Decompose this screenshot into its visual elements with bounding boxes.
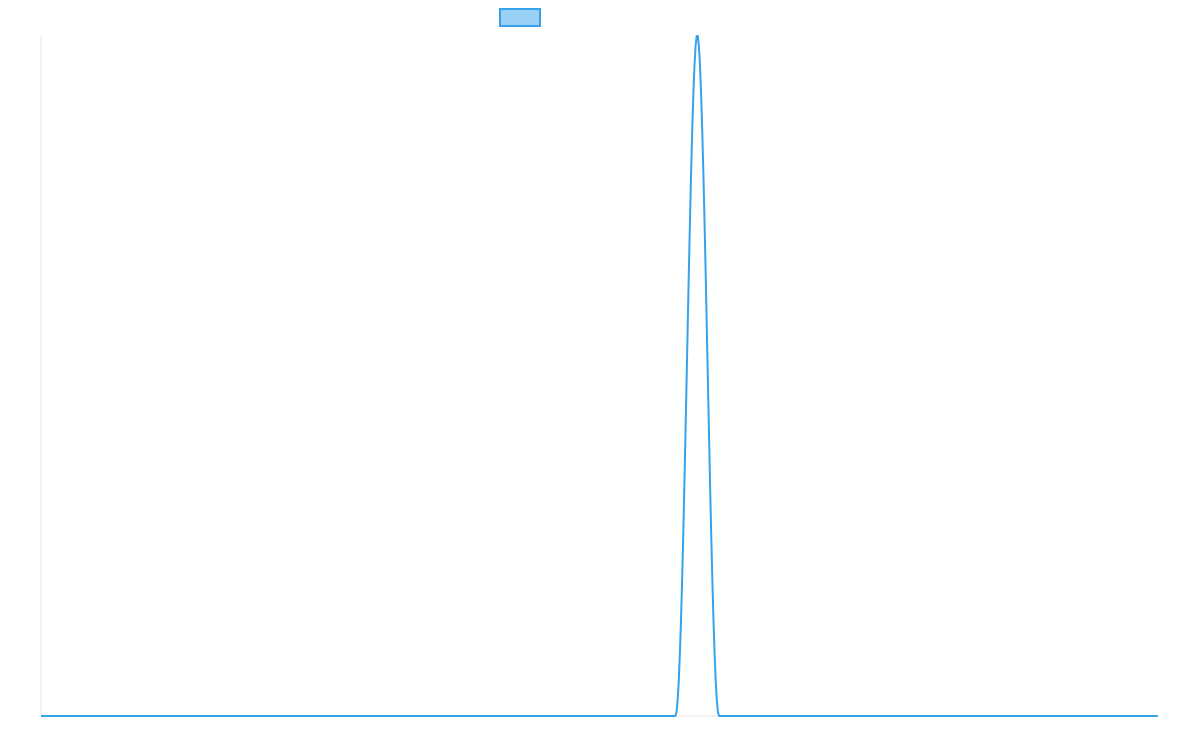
axes	[40, 36, 1158, 717]
legend[interactable]	[499, 8, 541, 27]
series-layer	[41, 35, 1158, 717]
series-line-0	[41, 35, 1158, 717]
legend-swatch[interactable]	[499, 8, 541, 27]
